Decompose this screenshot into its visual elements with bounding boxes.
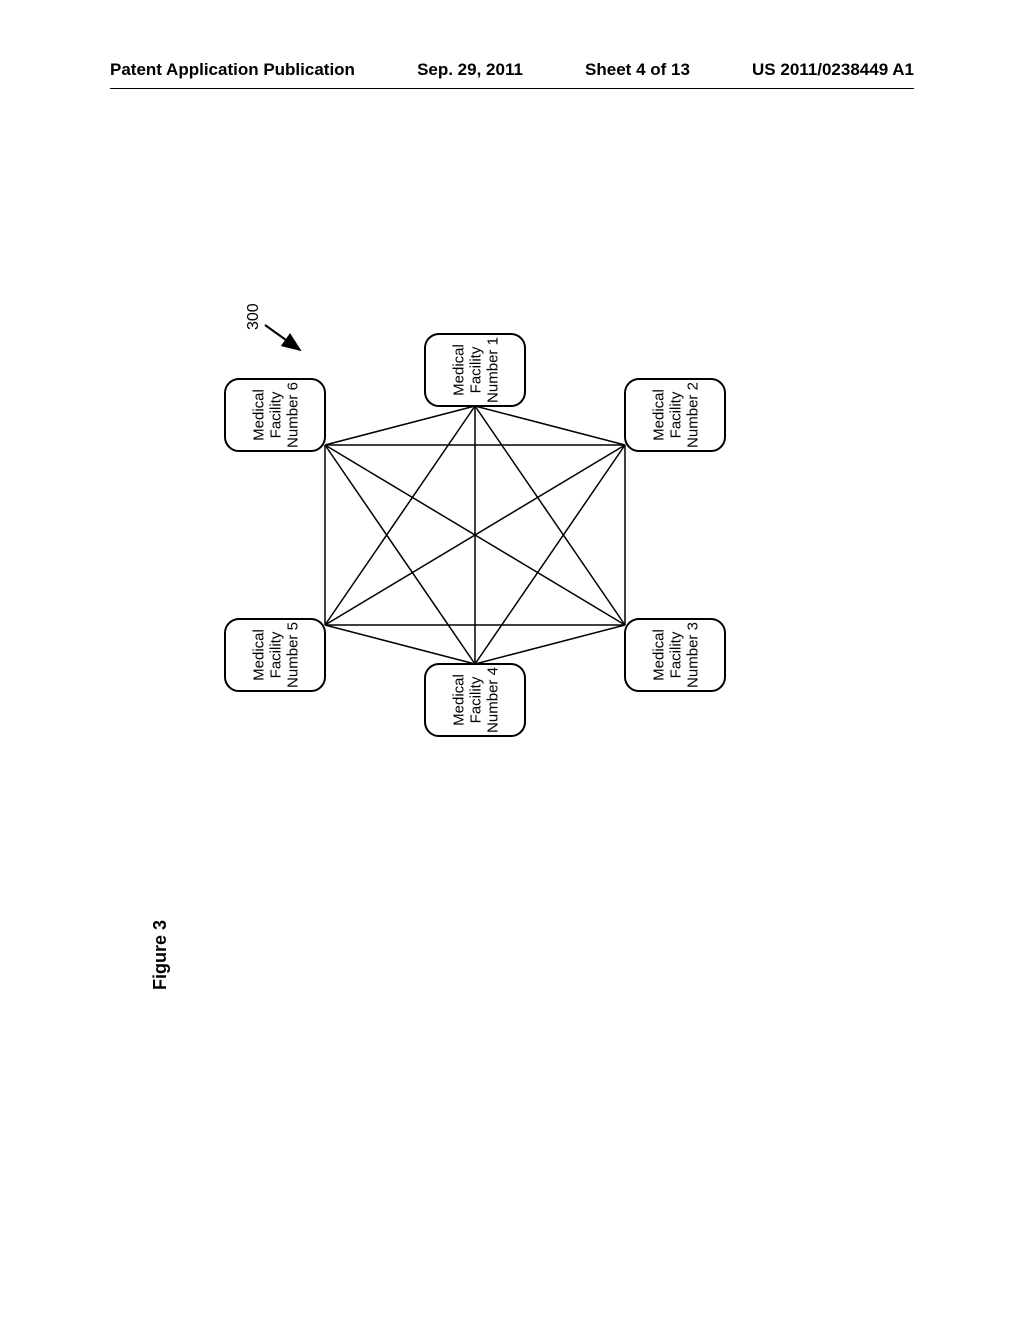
node-n2: MedicalFacilityNumber 2 xyxy=(625,379,725,451)
reference-arrow xyxy=(265,325,300,350)
edges-layer xyxy=(325,406,625,664)
node-label: MedicalFacilityNumber 1 xyxy=(450,337,501,403)
node-n6: MedicalFacilityNumber 6 xyxy=(225,379,325,451)
node-label: MedicalFacilityNumber 5 xyxy=(250,622,301,688)
node-label: MedicalFacilityNumber 4 xyxy=(450,667,501,733)
node-label: MedicalFacilityNumber 6 xyxy=(250,382,301,448)
page: Patent Application Publication Sep. 29, … xyxy=(0,0,1024,1320)
node-label: MedicalFacilityNumber 3 xyxy=(650,622,701,688)
node-n3: MedicalFacilityNumber 3 xyxy=(625,619,725,691)
node-n1: MedicalFacilityNumber 1 xyxy=(425,334,525,406)
node-n5: MedicalFacilityNumber 5 xyxy=(225,619,325,691)
node-n4: MedicalFacilityNumber 4 xyxy=(425,664,525,736)
annotations-layer xyxy=(265,325,300,350)
network-diagram: MedicalFacilityNumber 1 MedicalFacilityNu… xyxy=(0,0,1024,1320)
node-label: MedicalFacilityNumber 2 xyxy=(650,382,701,448)
